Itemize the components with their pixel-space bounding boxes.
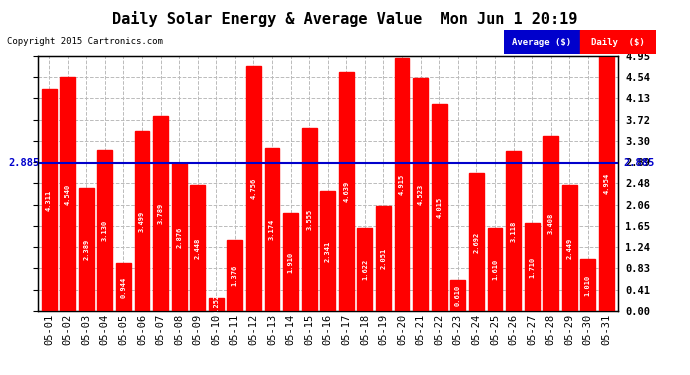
Bar xyxy=(153,116,168,311)
Bar xyxy=(376,206,391,311)
Text: Daily  ($): Daily ($) xyxy=(591,38,644,47)
Text: 3.174: 3.174 xyxy=(269,219,275,240)
Bar xyxy=(580,259,595,311)
Text: 4.639: 4.639 xyxy=(344,181,349,203)
Bar xyxy=(172,163,186,311)
Bar xyxy=(562,185,577,311)
Text: 1.622: 1.622 xyxy=(362,259,368,280)
Text: 4.311: 4.311 xyxy=(46,190,52,211)
Bar xyxy=(506,151,521,311)
Text: 2.692: 2.692 xyxy=(473,231,480,252)
Text: 2.449: 2.449 xyxy=(566,237,572,259)
Bar xyxy=(339,72,354,311)
Bar xyxy=(320,190,335,311)
Text: 4.756: 4.756 xyxy=(250,178,257,200)
Bar xyxy=(580,30,656,54)
Bar xyxy=(209,298,224,311)
Bar xyxy=(469,172,484,311)
Text: Average ($): Average ($) xyxy=(512,38,571,47)
Text: 2.341: 2.341 xyxy=(325,240,331,262)
Text: 2.389: 2.389 xyxy=(83,239,89,260)
Bar xyxy=(543,136,558,311)
Text: 3.499: 3.499 xyxy=(139,210,145,232)
Bar xyxy=(79,188,94,311)
Text: 4.954: 4.954 xyxy=(603,173,609,194)
Bar xyxy=(41,89,57,311)
Text: 1.910: 1.910 xyxy=(288,251,294,273)
Text: 4.540: 4.540 xyxy=(65,184,70,205)
Text: 0.610: 0.610 xyxy=(455,285,461,306)
Bar xyxy=(283,213,298,311)
Text: 4.523: 4.523 xyxy=(417,184,424,206)
Text: 4.915: 4.915 xyxy=(399,174,405,195)
Bar xyxy=(135,131,150,311)
Bar xyxy=(302,128,317,311)
Text: 3.408: 3.408 xyxy=(548,213,553,234)
Text: 1.610: 1.610 xyxy=(492,259,498,280)
Text: 1.710: 1.710 xyxy=(529,256,535,278)
Bar xyxy=(246,66,261,311)
Bar xyxy=(395,58,409,311)
Text: Copyright 2015 Cartronics.com: Copyright 2015 Cartronics.com xyxy=(7,38,163,46)
Bar xyxy=(264,148,279,311)
Bar xyxy=(60,77,75,311)
Bar xyxy=(97,150,112,311)
Bar xyxy=(116,262,131,311)
Text: 3.555: 3.555 xyxy=(306,209,312,230)
Bar xyxy=(524,223,540,311)
Bar xyxy=(413,78,428,311)
Text: 1.376: 1.376 xyxy=(232,265,238,286)
Text: 3.118: 3.118 xyxy=(511,220,517,242)
Bar xyxy=(357,228,373,311)
Text: 2.448: 2.448 xyxy=(195,238,201,259)
Text: 0.944: 0.944 xyxy=(120,276,126,297)
Text: 2.876: 2.876 xyxy=(176,226,182,248)
Text: Daily Solar Energy & Average Value  Mon Jun 1 20:19: Daily Solar Energy & Average Value Mon J… xyxy=(112,11,578,27)
Text: 2.885: 2.885 xyxy=(623,158,655,168)
Text: 3.789: 3.789 xyxy=(157,203,164,224)
Bar xyxy=(228,240,242,311)
Bar xyxy=(190,185,205,311)
Text: 1.010: 1.010 xyxy=(585,274,591,296)
Bar xyxy=(432,104,446,311)
Text: 0.252: 0.252 xyxy=(213,294,219,315)
Text: 2.885: 2.885 xyxy=(8,158,40,168)
Bar xyxy=(599,56,614,311)
Text: 3.130: 3.130 xyxy=(102,220,108,241)
Text: 2.051: 2.051 xyxy=(380,248,386,269)
Bar xyxy=(488,228,502,311)
Bar xyxy=(451,280,465,311)
Text: 4.015: 4.015 xyxy=(436,197,442,219)
Bar xyxy=(504,30,580,54)
